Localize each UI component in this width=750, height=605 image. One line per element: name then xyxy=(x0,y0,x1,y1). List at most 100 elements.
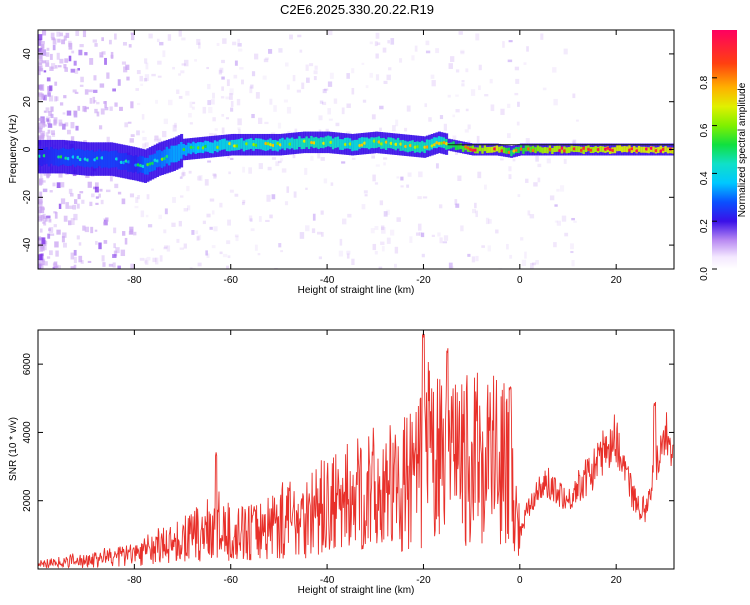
noise-speck xyxy=(89,97,93,104)
ridge-mid xyxy=(382,137,386,149)
noise-speck xyxy=(179,247,184,250)
noise-speck xyxy=(313,70,318,75)
noise-speck xyxy=(235,236,239,242)
ridge-mid xyxy=(555,145,559,152)
noise-speck xyxy=(232,41,237,46)
noise-speck xyxy=(227,255,231,259)
noise-speck xyxy=(250,228,255,232)
noise-speck xyxy=(218,69,223,75)
noise-speck xyxy=(167,34,172,41)
noise-speck xyxy=(95,202,99,205)
noise-speck xyxy=(100,108,105,115)
noise-speck xyxy=(56,182,61,189)
noise-speck xyxy=(45,52,50,57)
noise-speck xyxy=(483,184,487,190)
noise-speck xyxy=(130,134,135,137)
noise-speck xyxy=(409,236,413,243)
noise-speck xyxy=(189,267,193,269)
ridge-mid xyxy=(495,145,499,152)
noise-speck xyxy=(265,57,269,60)
noise-speck xyxy=(346,73,350,79)
noise-speck xyxy=(40,243,45,249)
noise-speck xyxy=(571,140,575,145)
ridge-mid xyxy=(483,145,487,152)
noise-speck xyxy=(62,242,67,248)
ridge-mid xyxy=(346,137,350,149)
noise-speck xyxy=(317,231,322,235)
noise-speck xyxy=(39,253,44,261)
noise-speck xyxy=(39,246,43,252)
noise-speck xyxy=(76,203,80,209)
noise-speck xyxy=(531,262,536,266)
noise-speck xyxy=(439,115,444,120)
ridge-mid xyxy=(459,143,463,150)
ridge-mid xyxy=(486,147,490,153)
noise-speck xyxy=(454,199,458,206)
noise-speck xyxy=(129,193,135,198)
noise-speck xyxy=(329,72,334,79)
ridge-core xyxy=(425,145,429,149)
noise-speck xyxy=(61,236,65,243)
noise-speck xyxy=(374,251,378,255)
noise-speck xyxy=(213,174,217,178)
ridge-mid xyxy=(568,146,571,153)
noise-speck xyxy=(506,243,509,250)
snr-plot-area xyxy=(38,333,674,569)
ridge-core xyxy=(182,147,186,152)
noise-speck xyxy=(68,42,73,50)
ridge-core xyxy=(59,155,63,159)
noise-speck xyxy=(139,257,145,261)
ridge-core xyxy=(394,142,398,146)
noise-speck xyxy=(144,58,148,64)
noise-speck xyxy=(322,101,327,106)
ridge-mid xyxy=(158,149,162,167)
noise-speck xyxy=(242,199,246,204)
noise-speck xyxy=(186,185,190,192)
ridge-core xyxy=(519,147,523,151)
noise-speck xyxy=(145,62,149,70)
noise-speck xyxy=(263,58,269,63)
noise-speck xyxy=(278,243,282,248)
noise-speck xyxy=(571,260,575,267)
noise-speck xyxy=(98,193,101,198)
noise-speck xyxy=(163,118,169,125)
noise-speck xyxy=(38,69,41,76)
noise-speck xyxy=(123,66,128,73)
noise-speck xyxy=(94,43,98,47)
noise-speck xyxy=(561,215,567,222)
noise-speck xyxy=(49,66,54,71)
noise-speck xyxy=(104,57,107,65)
noise-speck xyxy=(327,81,333,87)
noise-speck xyxy=(222,253,228,258)
noise-speck xyxy=(176,238,180,243)
noise-speck xyxy=(183,208,189,212)
noise-speck xyxy=(87,181,92,188)
ridge-core xyxy=(76,155,80,159)
noise-speck xyxy=(174,122,177,128)
noise-speck xyxy=(93,100,97,103)
x-tick-label: -80 xyxy=(127,275,142,286)
noise-speck xyxy=(226,240,231,245)
noise-speck xyxy=(94,108,98,114)
noise-speck xyxy=(73,60,77,66)
noise-speck xyxy=(280,250,284,253)
noise-speck xyxy=(43,124,47,127)
noise-speck xyxy=(53,224,57,228)
noise-speck xyxy=(38,53,42,59)
ridge-mid xyxy=(290,137,294,149)
noise-speck xyxy=(101,255,105,262)
noise-speck xyxy=(38,122,43,130)
noise-speck xyxy=(572,93,576,99)
ridge-core xyxy=(654,149,658,153)
noise-speck xyxy=(43,70,47,73)
noise-speck xyxy=(347,213,352,218)
noise-speck xyxy=(363,190,368,194)
noise-speck xyxy=(386,209,390,215)
noise-speck xyxy=(535,155,539,162)
noise-speck xyxy=(237,38,240,43)
ridge-mid xyxy=(524,145,528,152)
ridge-core xyxy=(635,149,639,153)
ridge-core xyxy=(233,144,237,148)
ridge-core xyxy=(608,147,613,152)
noise-speck xyxy=(514,92,519,96)
